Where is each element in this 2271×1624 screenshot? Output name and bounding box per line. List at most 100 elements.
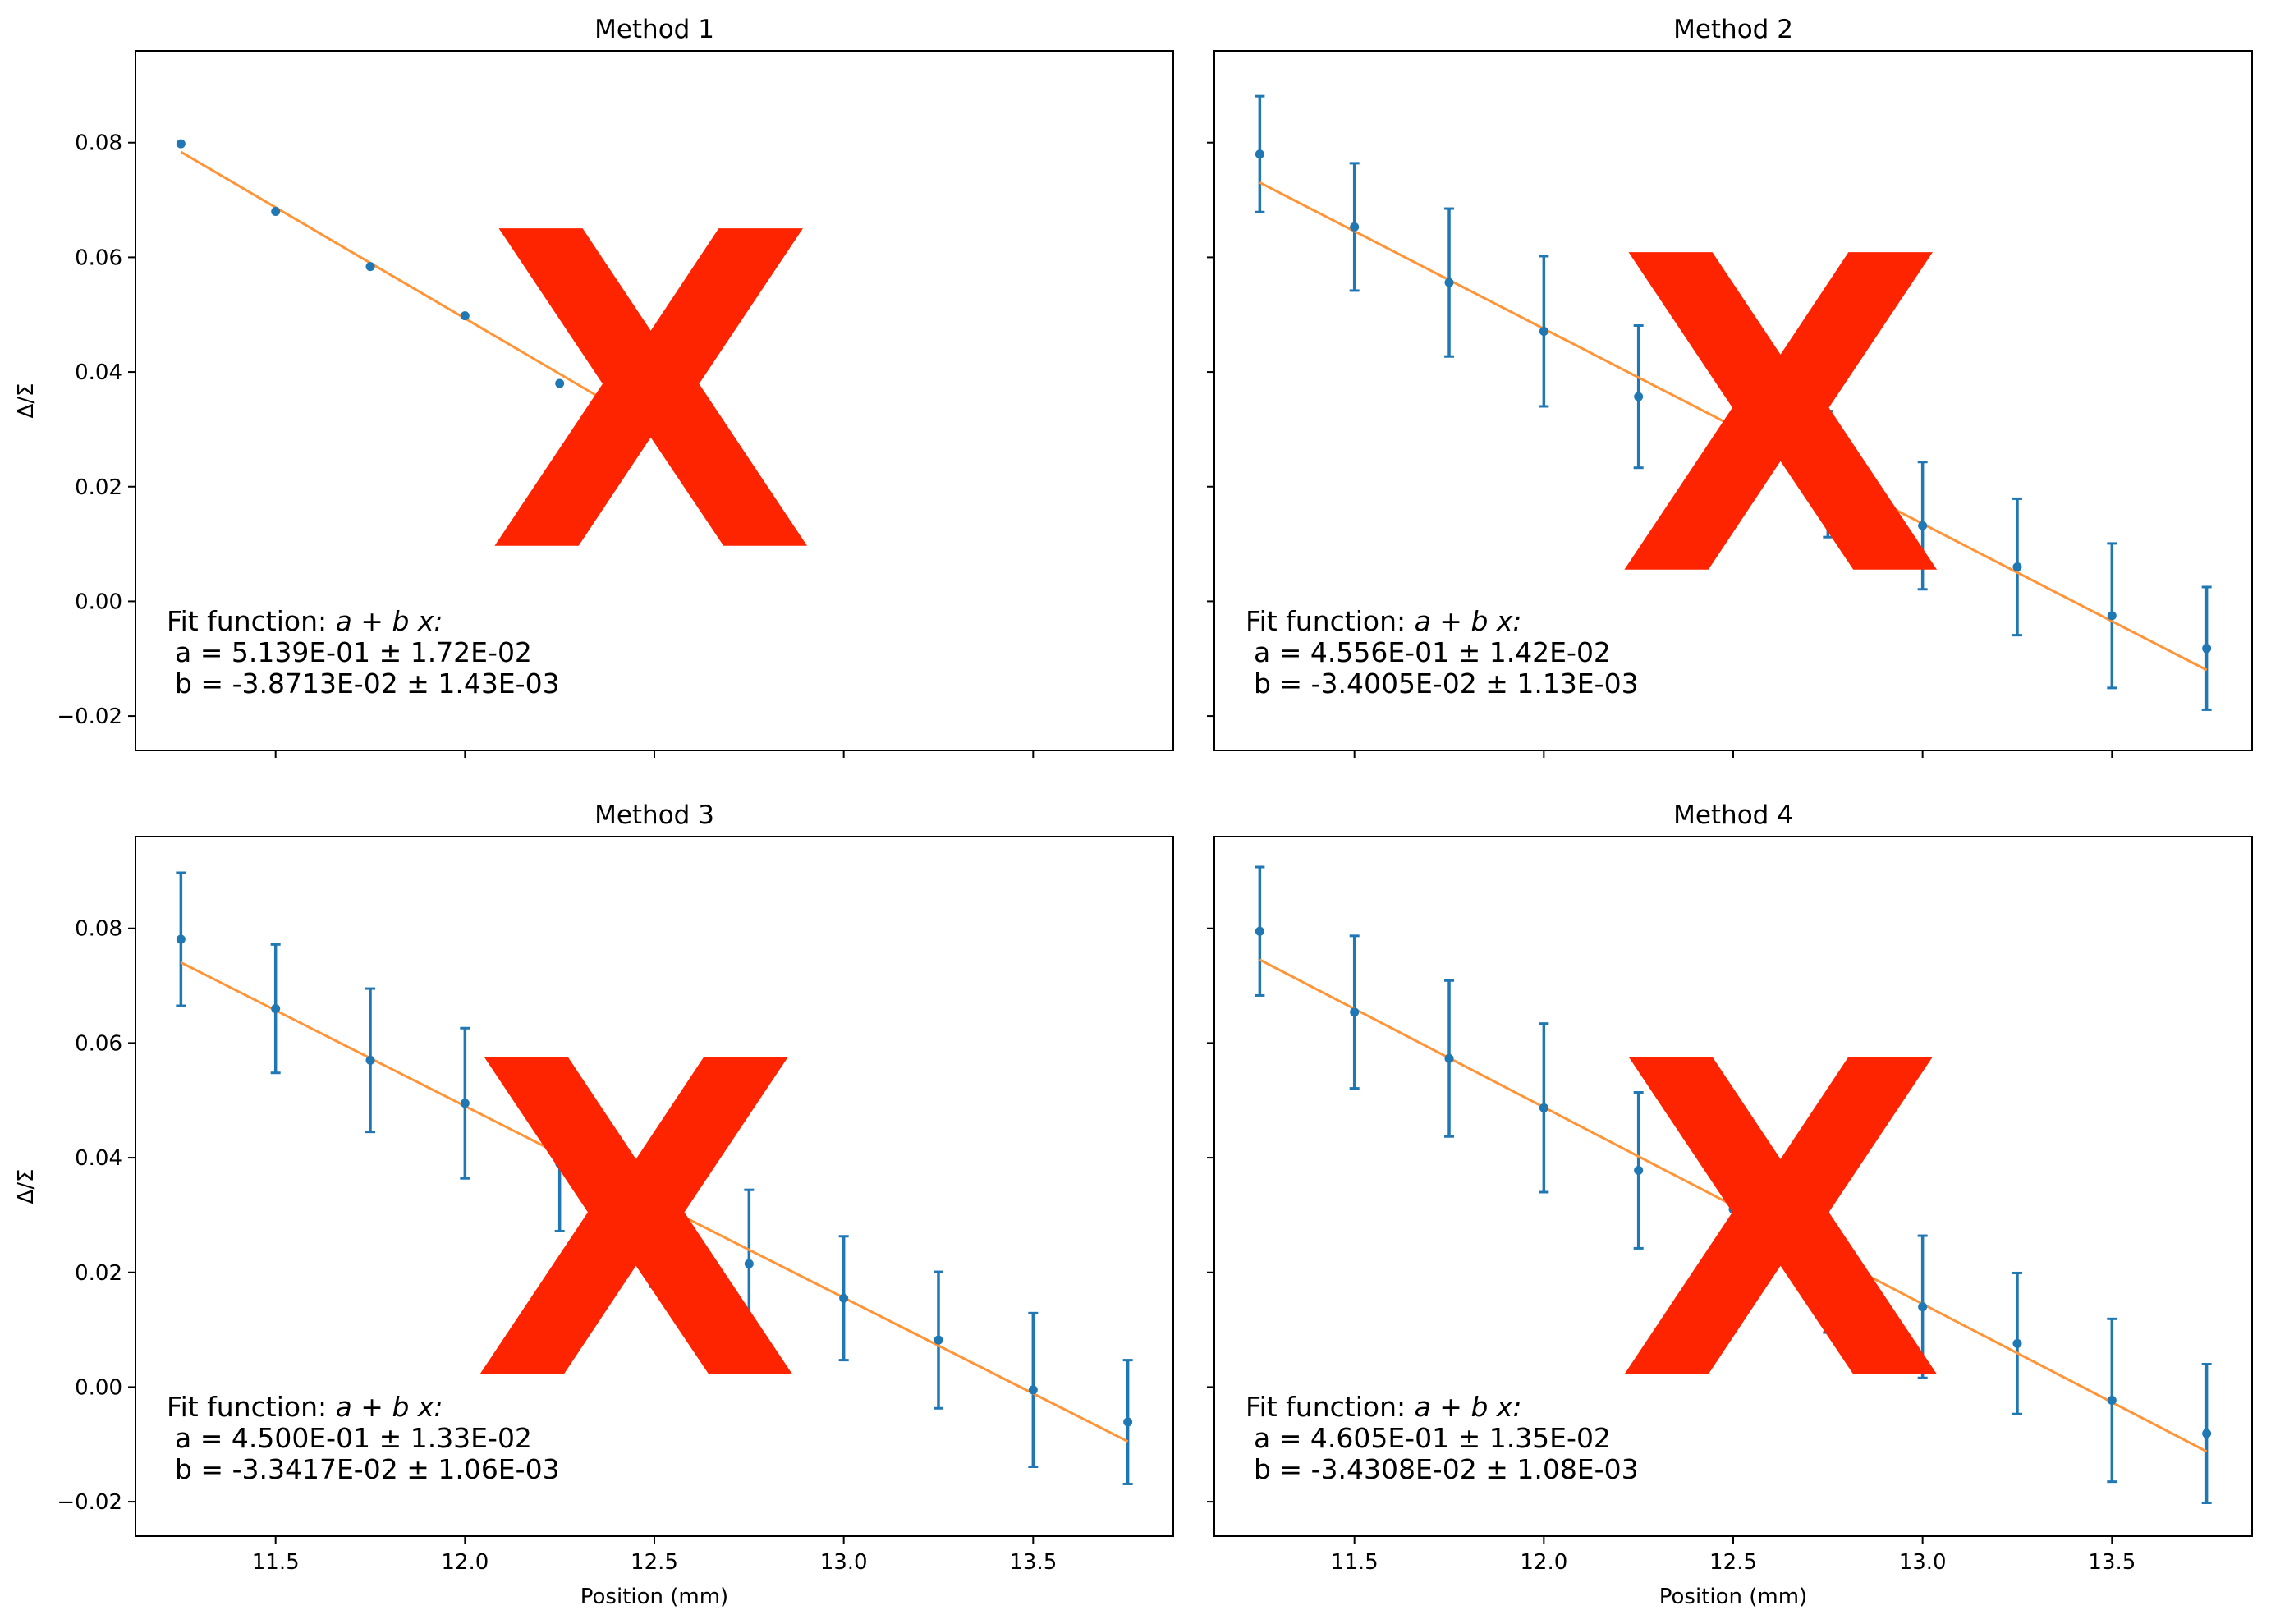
x-tick-label: 12.5 <box>631 1550 678 1575</box>
data-point <box>271 207 281 217</box>
panel-1: Method 1 −0.02 0.00 0.02 0.04 0.06 0.08 Δ/Σ X Fit… <box>14 15 1174 758</box>
cross-mark-overlay: X <box>1617 165 1946 672</box>
data-point <box>1028 1385 1038 1395</box>
data-point <box>271 1004 281 1014</box>
y-tick-label: 0.00 <box>75 1375 122 1400</box>
fit-param-a: a = 4.500E-01 ± 1.33E-02 <box>175 1422 532 1454</box>
data-point <box>1634 392 1644 401</box>
data-point <box>1634 1165 1644 1175</box>
fit-param-b: b = -3.8713E-02 ± 1.43E-03 <box>175 667 560 700</box>
y-tick-label: 0.00 <box>75 590 122 614</box>
panel-title: Method 4 <box>1673 801 1793 830</box>
y-tick-label: 0.04 <box>75 360 122 385</box>
x-tick-label: 12.0 <box>1520 1550 1567 1575</box>
fit-function-label: Fit function: a + b x: <box>167 605 443 637</box>
fit-param-b: b = -3.4308E-02 ± 1.08E-03 <box>1254 1453 1639 1485</box>
data-point <box>1255 149 1264 159</box>
x-tick-label: 13.5 <box>1009 1550 1057 1575</box>
data-point <box>2107 1395 2117 1405</box>
data-point <box>744 464 754 474</box>
panel-title: Method 1 <box>594 15 714 44</box>
panel-title: Method 3 <box>594 801 714 830</box>
y-tick-label: −0.02 <box>57 704 122 729</box>
x-tick-label: 12.0 <box>441 1550 489 1575</box>
data-point <box>1823 1253 1833 1263</box>
data-point <box>1728 413 1738 423</box>
fit-line <box>180 961 1129 1443</box>
x-axis-label: Position (mm) <box>580 1585 728 1609</box>
data-point <box>839 1293 849 1303</box>
cross-mark-overlay: X <box>487 141 816 649</box>
data-point <box>1255 926 1264 936</box>
fit-param-b: b = -3.4005E-02 ± 1.13E-03 <box>1254 667 1639 700</box>
fit-function-prefix: Fit function: <box>1246 1391 1415 1423</box>
cross-mark-overlay: X <box>1617 970 1946 1477</box>
y-tick-label: 0.08 <box>75 131 122 156</box>
fit-param-a: a = 4.605E-01 ± 1.35E-02 <box>1254 1422 1611 1454</box>
data-point <box>2202 644 2212 654</box>
fit-param-b: b = -3.3417E-02 ± 1.06E-03 <box>175 1453 560 1485</box>
fit-function-label: Fit function: a + b x: <box>167 1391 443 1423</box>
panel-3: Method 3 11.5 12.0 12.5 13.0 13.5 −0.02 0.00 0.0… <box>14 801 1174 1609</box>
data-point <box>176 139 186 149</box>
fit-param-a: a = 4.556E-01 ± 1.42E-02 <box>1254 636 1611 668</box>
cross-mark-overlay: X <box>472 970 801 1477</box>
y-tick-label: 0.02 <box>75 1261 122 1286</box>
y-tick-label: 0.06 <box>75 245 122 270</box>
data-point <box>176 934 186 944</box>
x-tick-label: 13.0 <box>1899 1550 1947 1575</box>
data-point <box>2202 1429 2212 1438</box>
fit-line <box>1259 181 2208 672</box>
data-point <box>1918 521 1928 530</box>
data-point <box>649 1210 659 1220</box>
y-axis-label: Δ/Σ <box>14 1169 39 1204</box>
data-point <box>1539 1103 1548 1112</box>
panel-title: Method 2 <box>1673 15 1793 44</box>
data-point <box>1823 469 1833 479</box>
y-tick-label: 0.02 <box>75 475 122 500</box>
x-tick-label: 11.5 <box>1331 1550 1379 1575</box>
x-tick-label: 12.5 <box>1709 1550 1757 1575</box>
data-point <box>1728 1204 1738 1214</box>
data-point <box>365 1055 375 1065</box>
data-point <box>1350 1007 1360 1017</box>
data-point <box>2107 611 2117 621</box>
data-point <box>934 1335 943 1345</box>
fit-function-label: Fit function: a + b x: <box>1246 1391 1522 1423</box>
data-point <box>744 1259 754 1268</box>
data-point <box>649 419 659 429</box>
y-axis-label: Δ/Σ <box>14 383 39 419</box>
fit-function-formula: a + b x: <box>1415 1391 1522 1423</box>
x-tick-label: 13.0 <box>820 1550 868 1575</box>
fit-function-formula: a + b x: <box>336 1391 443 1423</box>
data-point <box>1444 278 1454 287</box>
fit-function-prefix: Fit function: <box>1246 605 1415 637</box>
data-point <box>2012 562 2022 572</box>
y-tick-label: −0.02 <box>57 1490 122 1515</box>
data-point <box>1350 222 1360 232</box>
data-point <box>1539 326 1548 336</box>
fit-function-label: Fit function: a + b x: <box>1246 605 1522 637</box>
data-point <box>555 1158 565 1168</box>
fit-function-prefix: Fit function: <box>167 1391 336 1423</box>
x-tick-label: 13.5 <box>2088 1550 2136 1575</box>
y-tick-label: 0.08 <box>75 917 122 942</box>
x-axis-label: Position (mm) <box>1659 1585 1807 1609</box>
data-point <box>1918 1302 1928 1312</box>
data-point <box>365 262 375 272</box>
panel-2: Method 2 X Fit function: a + b x:a = 4.556… <box>1207 15 2253 758</box>
fit-param-a: a = 5.139E-01 ± 1.72E-02 <box>175 636 532 668</box>
fit-function-prefix: Fit function: <box>167 605 336 637</box>
fit-function-formula: a + b x: <box>336 605 443 637</box>
data-point <box>555 378 565 388</box>
data-point <box>1123 1417 1133 1427</box>
data-point <box>1444 1053 1454 1063</box>
y-tick-label: 0.06 <box>75 1031 122 1056</box>
data-point <box>2012 1338 2022 1348</box>
y-tick-label: 0.04 <box>75 1146 122 1171</box>
x-tick-label: 11.5 <box>252 1550 300 1575</box>
data-point <box>460 1099 470 1108</box>
fit-function-formula: a + b x: <box>1415 605 1522 637</box>
data-point <box>460 311 470 321</box>
